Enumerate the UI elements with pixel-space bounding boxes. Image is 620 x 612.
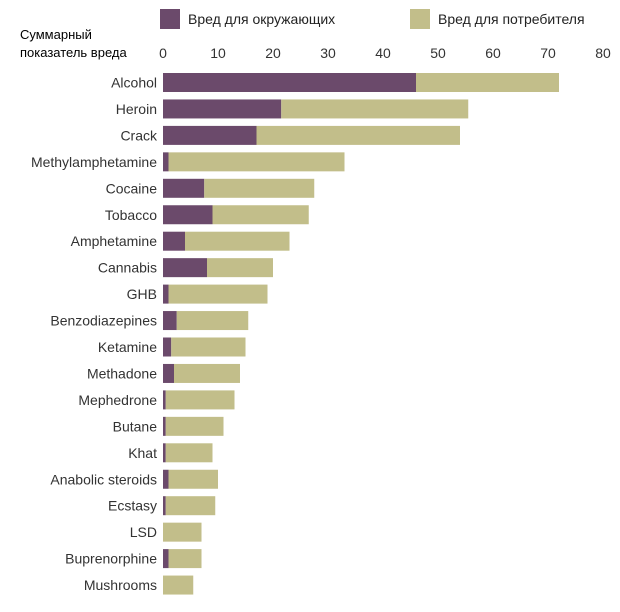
- bar-segment-others: [163, 178, 205, 198]
- x-tick-label: 0: [159, 45, 167, 61]
- bar-segment-users: [168, 469, 218, 489]
- category-label: Heroin: [116, 101, 157, 117]
- bar-segment-users: [168, 152, 345, 172]
- bar-segment-others: [163, 205, 213, 225]
- bar-segment-others: [163, 258, 207, 278]
- x-tick-label: 50: [430, 45, 446, 61]
- category-label: Butane: [113, 418, 158, 434]
- bar-segment-others: [163, 99, 282, 119]
- bar-segment-others: [163, 549, 169, 569]
- category-label: Anabolic steroids: [50, 471, 157, 487]
- category-label: Cannabis: [98, 260, 157, 276]
- legend-label-others: Вред для окружающих: [188, 11, 335, 27]
- bar-segment-users: [207, 258, 273, 278]
- bar-segment-others: [163, 231, 185, 251]
- category-label: Buprenorphine: [65, 551, 157, 567]
- bar-segment-users: [416, 73, 559, 92]
- bar-segment-users: [171, 337, 246, 357]
- bar-segment-others: [163, 496, 166, 516]
- x-tick-label: 20: [265, 45, 281, 61]
- bar-segment-others: [163, 443, 166, 463]
- category-label: GHB: [127, 286, 157, 302]
- x-tick-label: 10: [210, 45, 226, 61]
- bar-segment-users: [174, 363, 240, 383]
- bar-segment-others: [163, 311, 177, 331]
- bar-segment-users: [212, 205, 309, 225]
- bar-segment-users: [185, 231, 290, 251]
- category-label: Mephedrone: [78, 392, 157, 408]
- legend: Вред для окружающих Вред для потребителя: [160, 9, 585, 29]
- bar-segment-others: [163, 152, 169, 172]
- category-label: Tobacco: [105, 207, 157, 223]
- category-label: Ecstasy: [108, 498, 157, 514]
- category-label: Crack: [120, 127, 158, 143]
- axis-title-line-2: показатель вреда: [20, 45, 127, 60]
- bar-segment-users: [163, 575, 194, 595]
- legend-label-users: Вред для потребителя: [438, 11, 585, 27]
- category-label: Methadone: [87, 365, 157, 381]
- category-labels: Alcohol Heroin Crack Methylamphetamine Cocai…: [31, 75, 158, 594]
- bar-segment-users: [168, 284, 268, 304]
- bar-segment-others: [163, 416, 166, 436]
- bar-segment-users: [281, 99, 469, 119]
- bar-segment-users: [163, 522, 202, 542]
- axis-title-line-1: Суммарный: [20, 27, 92, 42]
- x-tick-label: 60: [485, 45, 501, 61]
- bar-segment-others: [163, 73, 416, 92]
- bar-segment-users: [168, 549, 202, 569]
- bar-segment-others: [163, 337, 172, 357]
- x-tick-label: 80: [595, 45, 611, 61]
- bar-segment-others: [163, 125, 257, 145]
- bar-segment-users: [165, 496, 216, 516]
- category-label: Ketamine: [98, 339, 157, 355]
- category-label: Mushrooms: [84, 577, 157, 593]
- bar-segment-users: [256, 125, 460, 145]
- legend-swatch-users: [410, 9, 430, 29]
- bar-segment-users: [204, 178, 315, 198]
- category-label: Cocaine: [106, 180, 158, 196]
- bars: [163, 73, 559, 595]
- bar-segment-users: [165, 416, 224, 436]
- x-tick-label: 40: [375, 45, 391, 61]
- bar-segment-others: [163, 469, 169, 489]
- category-label: Amphetamine: [71, 233, 158, 249]
- category-label: Benzodiazepines: [50, 313, 157, 329]
- category-label: Khat: [128, 445, 157, 461]
- x-axis-ticks: 0 10 20 30 40 50 60 70 80: [159, 45, 611, 61]
- bar-segment-users: [176, 311, 249, 331]
- category-label: Methylamphetamine: [31, 154, 157, 170]
- bar-segment-users: [165, 443, 213, 463]
- legend-swatch-others: [160, 9, 180, 29]
- x-tick-label: 30: [320, 45, 336, 61]
- bar-segment-users: [165, 390, 235, 410]
- bar-segment-others: [163, 390, 166, 410]
- category-label: Alcohol: [111, 75, 157, 91]
- category-label: LSD: [130, 524, 157, 540]
- x-tick-label: 70: [540, 45, 556, 61]
- bar-segment-others: [163, 284, 169, 304]
- bar-segment-others: [163, 363, 174, 383]
